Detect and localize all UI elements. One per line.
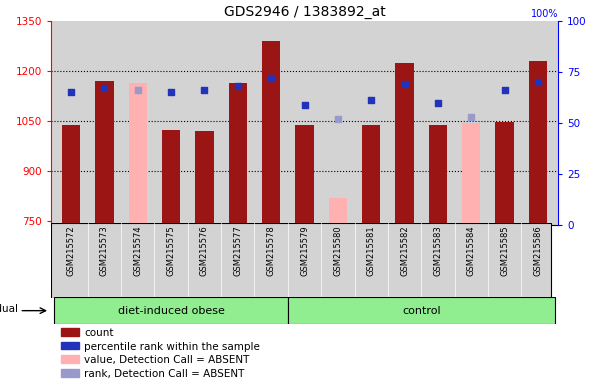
Text: 100%: 100%	[530, 9, 558, 19]
Bar	[62, 124, 80, 225]
Text: value, Detection Call = ABSENT: value, Detection Call = ABSENT	[84, 355, 250, 365]
Bar	[496, 122, 514, 225]
Point	[200, 87, 209, 93]
Text: individual: individual	[0, 304, 18, 314]
Bar	[529, 61, 547, 225]
Point	[466, 114, 476, 120]
Text: GSM215577: GSM215577	[233, 225, 242, 276]
Bar	[362, 124, 380, 225]
Point	[166, 89, 176, 96]
Point	[433, 99, 443, 106]
Bar	[462, 123, 481, 225]
Point	[400, 81, 409, 87]
Text: GSM215572: GSM215572	[67, 225, 76, 276]
Point	[533, 79, 543, 85]
Point	[367, 98, 376, 104]
Point	[300, 101, 310, 108]
Text: GSM215585: GSM215585	[500, 225, 509, 276]
Bar	[229, 83, 247, 225]
Bar	[195, 131, 214, 225]
Text: percentile rank within the sample: percentile rank within the sample	[84, 341, 260, 351]
Text: rank, Detection Call = ABSENT: rank, Detection Call = ABSENT	[84, 369, 244, 379]
Point	[66, 89, 76, 96]
Text: GSM215578: GSM215578	[266, 225, 275, 276]
Point	[100, 85, 109, 91]
Bar	[429, 124, 447, 225]
Bar	[395, 63, 414, 225]
Text: GSM215586: GSM215586	[533, 225, 542, 276]
Bar	[61, 328, 79, 336]
Point	[133, 87, 143, 93]
Text: GSM215574: GSM215574	[133, 225, 142, 276]
Text: count: count	[84, 328, 113, 338]
Bar	[61, 369, 79, 377]
Text: GSM215582: GSM215582	[400, 225, 409, 276]
Text: GSM215576: GSM215576	[200, 225, 209, 276]
Point	[333, 116, 343, 122]
Bar	[295, 124, 314, 225]
Text: GSM215580: GSM215580	[334, 225, 343, 276]
Bar	[95, 81, 113, 225]
Point	[266, 75, 276, 81]
Point	[233, 83, 242, 89]
Text: GSM215579: GSM215579	[300, 225, 309, 276]
Bar	[61, 341, 79, 349]
Text: GSM215584: GSM215584	[467, 225, 476, 276]
Bar	[329, 198, 347, 225]
Bar	[61, 355, 79, 363]
Text: GSM215581: GSM215581	[367, 225, 376, 276]
Text: GSM215583: GSM215583	[433, 225, 442, 276]
Bar	[262, 41, 280, 225]
Bar	[55, 297, 288, 324]
Title: GDS2946 / 1383892_at: GDS2946 / 1383892_at	[224, 5, 385, 19]
Text: diet-induced obese: diet-induced obese	[118, 306, 224, 316]
Text: GSM215575: GSM215575	[167, 225, 176, 276]
Bar	[128, 83, 147, 225]
Bar	[162, 129, 180, 225]
Text: control: control	[402, 306, 440, 316]
Text: GSM215573: GSM215573	[100, 225, 109, 276]
Point	[500, 87, 509, 93]
Bar	[288, 297, 554, 324]
